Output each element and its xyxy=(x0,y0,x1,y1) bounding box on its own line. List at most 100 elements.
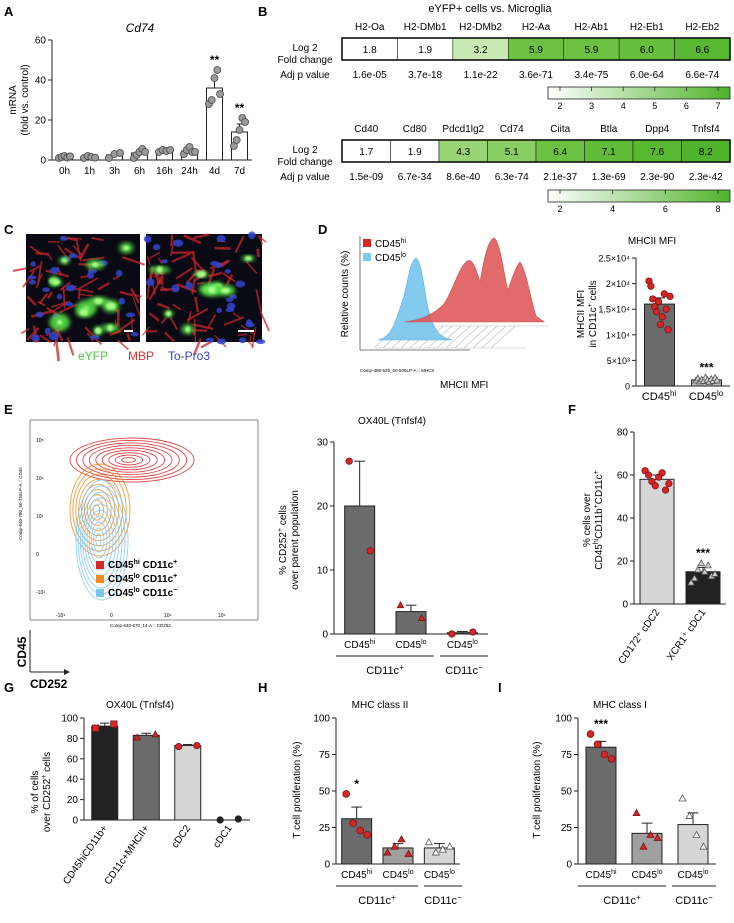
data-point xyxy=(424,837,433,846)
mbp-fiber xyxy=(36,261,43,285)
nucleus xyxy=(115,269,123,277)
legend-hi-label: CD45hi xyxy=(375,238,406,250)
data-point xyxy=(600,750,609,759)
mbp-fiber xyxy=(257,235,267,243)
data-point xyxy=(133,733,142,741)
bar xyxy=(639,478,675,605)
mbp-fiber xyxy=(207,314,217,329)
contour xyxy=(83,489,112,531)
y-tick-label: 0 xyxy=(324,860,330,871)
scale-tick-label: 2 xyxy=(557,101,562,111)
fc-value: 5.9 xyxy=(529,45,543,56)
hist-axis-small: Comp-488-525_50-505LP-A :: MHCII xyxy=(360,368,434,373)
data-point xyxy=(664,326,672,334)
hist-cd45lo xyxy=(377,257,453,341)
mbp-fiber xyxy=(251,326,257,349)
group-label-2: CD11c− xyxy=(675,893,713,907)
panel-d-histogram xyxy=(359,236,548,351)
panel-d-ylabel-1: MHCII MFI xyxy=(576,290,587,338)
y-tick-label: 40 xyxy=(617,514,629,525)
data-point xyxy=(700,567,709,575)
panel-e-ylabel-2: over parent population xyxy=(290,490,301,590)
gene-label: Btla xyxy=(600,124,618,135)
flow-y-tick: 0 xyxy=(36,552,39,558)
y-tick-label: 75 xyxy=(561,750,573,761)
legend-eyfp: eYFP xyxy=(78,349,108,363)
y-tick-label: 1×10⁴ xyxy=(606,330,630,340)
mbp-fiber xyxy=(77,277,99,290)
mbp-fiber xyxy=(29,245,42,256)
nucleus xyxy=(42,287,51,292)
panel-h: MHC class II T cell proliferation (%) 0 2… xyxy=(292,700,462,907)
fc-value: 1.9 xyxy=(408,147,422,158)
y-tick-label: 80 xyxy=(67,734,79,745)
nucleus xyxy=(216,235,226,242)
gene-label: H2-Ab1 xyxy=(574,22,608,33)
eyfp-cell-core xyxy=(207,286,218,294)
data-point xyxy=(448,630,456,638)
contour xyxy=(86,509,114,571)
data-point xyxy=(666,292,674,300)
bar xyxy=(91,725,119,821)
data-point xyxy=(704,561,712,569)
x-tick-label: 16h xyxy=(156,166,173,177)
hist-ylabel: Relative counts (%) xyxy=(340,251,351,338)
data-point xyxy=(92,724,100,732)
legend-swatch xyxy=(96,589,104,597)
data-point xyxy=(396,601,405,609)
y-tick-label: 50 xyxy=(561,787,573,798)
bar xyxy=(132,734,160,821)
mbp-fiber xyxy=(29,264,42,273)
nucleus xyxy=(29,279,36,285)
mbp-fiber xyxy=(47,254,53,261)
row-label-adj-p: Adj p value xyxy=(280,70,330,81)
data-point xyxy=(699,842,708,850)
contour xyxy=(95,447,166,473)
fc-value: 3.2 xyxy=(474,45,488,56)
gene-label: H2-Oa xyxy=(355,22,385,33)
x-tick-label: CD45hiCD11b+ xyxy=(61,823,110,886)
legend-topro3: To-Pro3 xyxy=(168,349,210,363)
eyfp-cell-core xyxy=(92,262,99,268)
scale-tick-label: 8 xyxy=(715,204,720,214)
y-tick-label: 50 xyxy=(319,787,331,798)
x-tick-label: 3h xyxy=(109,166,120,177)
data-point xyxy=(694,565,702,573)
mbp-fiber xyxy=(22,270,36,288)
mbp-fiber xyxy=(47,291,53,300)
x-tick-label: CD45lo xyxy=(382,869,413,881)
gene-label: Cd74 xyxy=(500,124,524,135)
scale-bar-left xyxy=(124,330,133,332)
mbp-fiber xyxy=(232,312,243,320)
x-tick-label: CD45lo xyxy=(447,639,478,651)
mbp-fiber xyxy=(175,267,193,280)
y-tick-label: 25 xyxy=(561,823,573,834)
panel-h-chart: 0 25 50 75 100 * CD45hi CD45lo CD45lo CD11c+ CD11c… xyxy=(313,714,462,908)
x-tick-label: 6h xyxy=(134,166,145,177)
bar xyxy=(585,746,617,865)
mbp-fiber xyxy=(97,281,111,291)
scale-tick-label: 4 xyxy=(610,204,615,214)
panel-letter-e: E xyxy=(4,402,13,417)
data-point xyxy=(417,613,426,621)
gene-label: Cd80 xyxy=(403,124,427,135)
mbp-fiber xyxy=(116,339,129,351)
nucleus xyxy=(35,311,44,318)
x-tick-label: 7d xyxy=(234,166,245,177)
y-tick-label: 100 xyxy=(555,714,572,725)
nucleus xyxy=(130,331,139,337)
data-point xyxy=(207,96,216,104)
data-point xyxy=(191,148,200,156)
y-tick-label: 0 xyxy=(322,630,328,641)
row-label-log2: Log 2 xyxy=(292,43,317,54)
mbp-fiber xyxy=(192,323,214,331)
fc-value: 6.6 xyxy=(695,45,709,56)
row-label-fold-change: Fold change xyxy=(277,157,332,168)
data-point xyxy=(644,471,653,479)
x-tick-label: cDC1 xyxy=(211,823,235,850)
flow-y-tick: 10⁵ xyxy=(36,438,44,444)
nucleus xyxy=(68,253,78,259)
gene-label: H2-DMb1 xyxy=(404,22,447,33)
mbp-fiber xyxy=(26,327,40,341)
contour xyxy=(79,491,123,589)
